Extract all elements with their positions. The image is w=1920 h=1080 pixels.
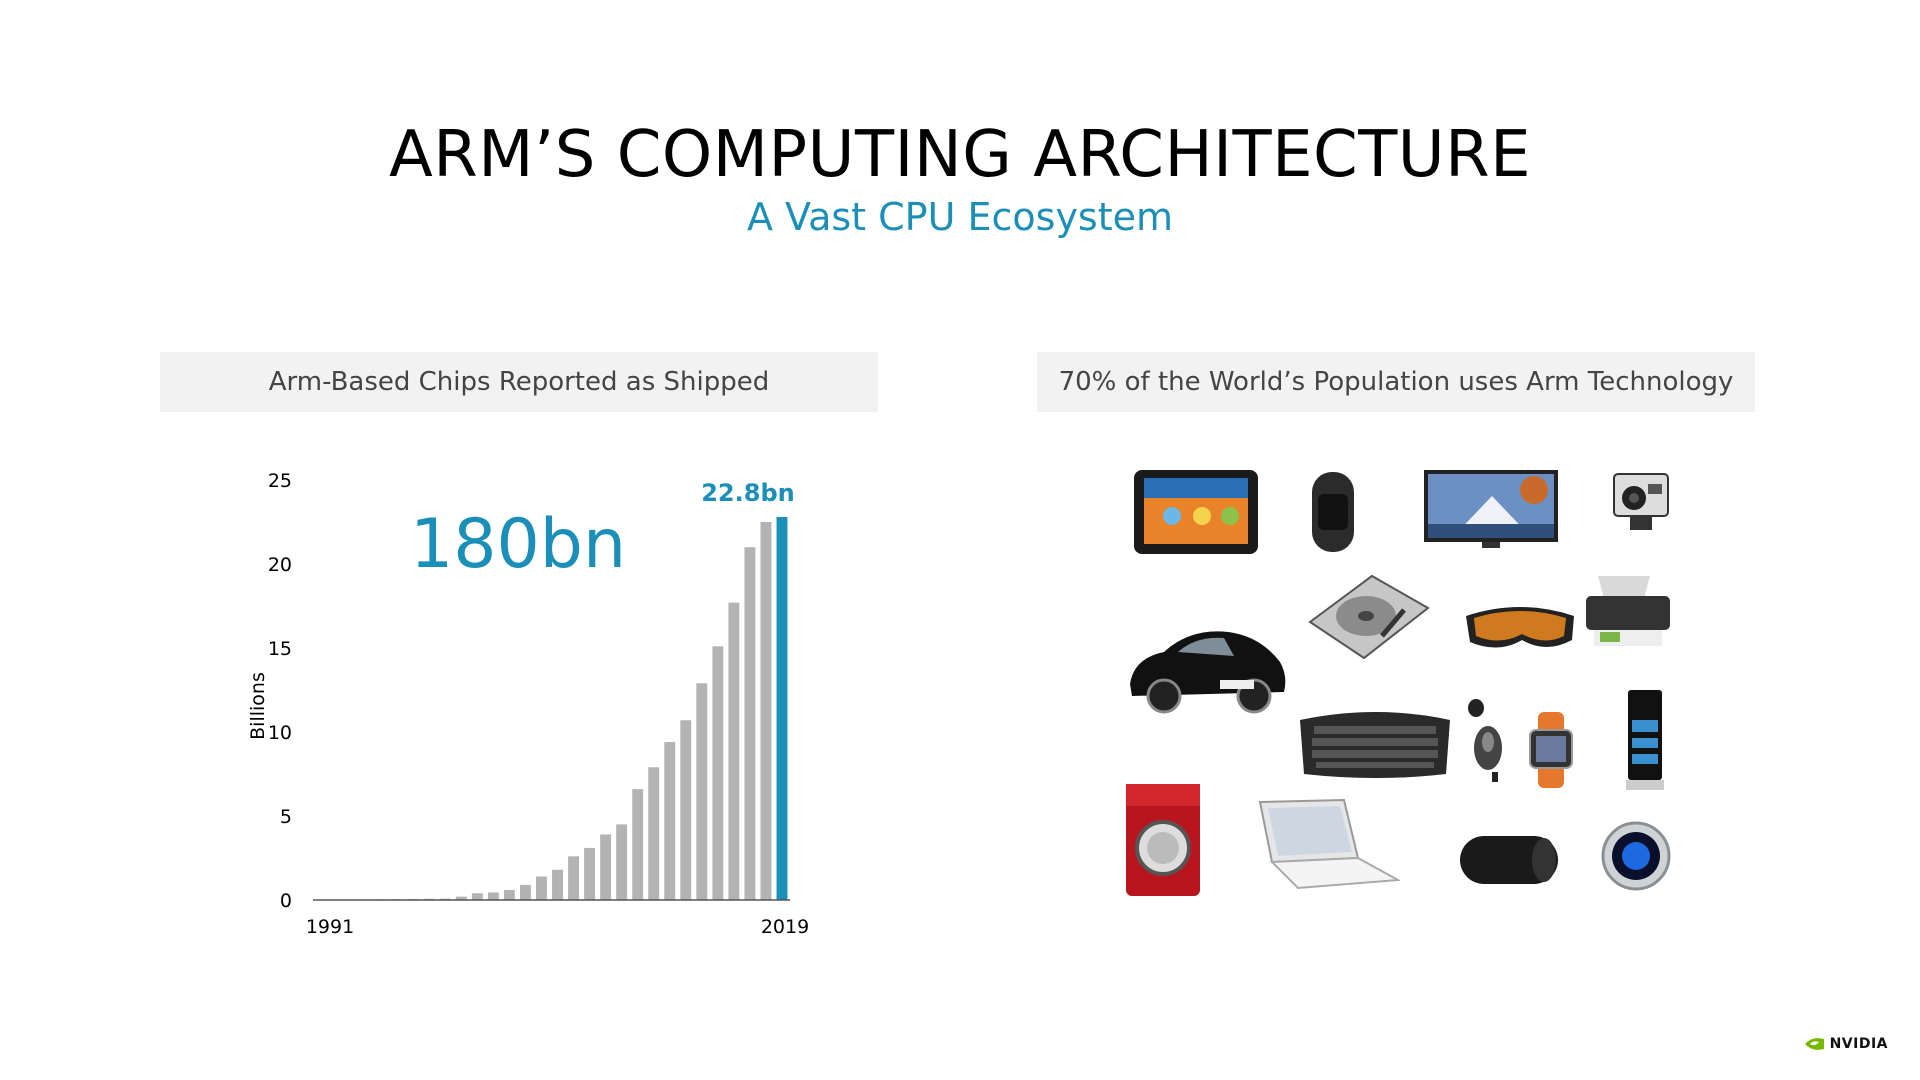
y-axis-label: Billions — [247, 672, 269, 740]
bar — [568, 856, 579, 900]
highlight-data-label: 22.8bn — [701, 479, 794, 507]
y-axis-ticks: 0 5 10 15 20 25 — [268, 470, 292, 912]
action-camera-icon — [1613, 473, 1669, 530]
chips-shipped-header: Arm-Based Chips Reported as Shipped — [160, 352, 878, 412]
chips-shipped-chart: 0 5 10 15 20 25 Billions 1991 2019 180bn 22.8… — [247, 470, 809, 938]
bars — [327, 516, 788, 901]
ski-goggles-icon — [1466, 607, 1574, 648]
y-tick-label: 5 — [280, 806, 292, 828]
nvidia-eye-icon — [1804, 1038, 1824, 1050]
sports-car-icon — [1130, 631, 1286, 714]
bar — [600, 834, 612, 900]
bar — [519, 884, 531, 900]
bar — [552, 869, 563, 900]
bar — [728, 602, 740, 900]
thermostat-icon — [1601, 821, 1671, 891]
y-tick-label: 15 — [268, 638, 292, 660]
y-tick-label: 0 — [280, 890, 292, 912]
y-tick-label: 10 — [268, 722, 292, 744]
bar — [487, 892, 499, 900]
bar — [664, 742, 676, 900]
bar — [696, 683, 708, 900]
nvidia-logo-text: NVIDIA — [1829, 1036, 1888, 1052]
washing-machine-icon — [1126, 784, 1200, 896]
hard-drive-icon — [1308, 574, 1430, 660]
laptop-icon — [1258, 798, 1400, 890]
bar — [712, 646, 724, 900]
bar — [455, 896, 467, 900]
x-tick-last: 2019 — [761, 916, 809, 938]
printer-icon — [1586, 576, 1670, 646]
device-collage — [1120, 460, 1700, 900]
total-annotation: 180bn — [410, 505, 626, 584]
population-header: 70% of the World’s Population uses Arm T… — [1037, 352, 1755, 412]
television-icon — [1424, 470, 1558, 548]
bar — [503, 889, 515, 900]
y-tick-label: 25 — [268, 470, 292, 492]
mouse-icon — [1468, 699, 1502, 782]
weather-station-icon — [1626, 690, 1664, 790]
bar — [744, 547, 756, 900]
keyboard-icon — [1300, 712, 1450, 778]
bar — [584, 847, 596, 900]
slide-title: ARM’S COMPUTING ARCHITECTURE — [388, 118, 1532, 192]
y-tick-label: 20 — [268, 554, 292, 576]
bar — [648, 767, 660, 900]
smartwatch-icon — [1529, 712, 1573, 788]
x-tick-first: 1991 — [306, 916, 354, 938]
fitness-band-icon — [1312, 472, 1354, 552]
tablet-icon — [1134, 470, 1258, 554]
bar-highlight — [776, 516, 788, 900]
nvidia-logo: NVIDIA — [1804, 1036, 1888, 1052]
portable-speaker-icon — [1460, 836, 1558, 884]
bar — [536, 876, 547, 900]
slide-subtitle: A Vast CPU Ecosystem — [746, 195, 1174, 239]
bar — [616, 824, 628, 900]
bar — [471, 893, 483, 900]
bar — [632, 789, 644, 900]
bar — [680, 720, 692, 900]
bar — [760, 522, 772, 900]
